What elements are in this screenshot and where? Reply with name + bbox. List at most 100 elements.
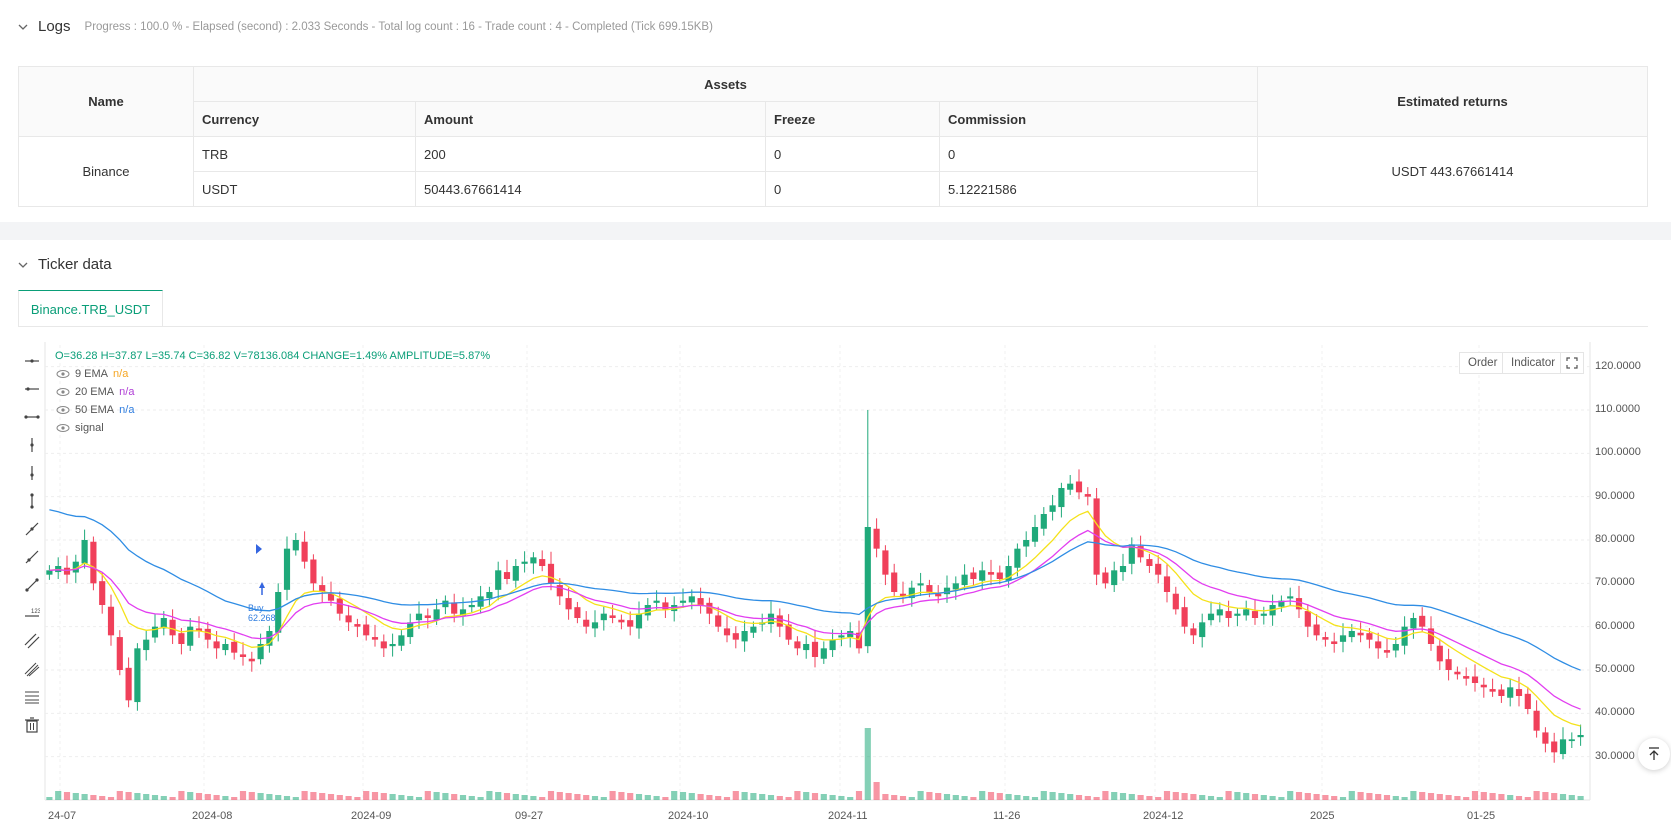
candle-body (1524, 693, 1531, 709)
volume-bar (1498, 794, 1505, 800)
volume-bar (327, 794, 335, 800)
col-freeze: Freeze (765, 101, 940, 137)
candle-body (1023, 540, 1030, 547)
volume-bar (609, 791, 616, 800)
volume-bar (1542, 792, 1549, 800)
volume-bar (1524, 797, 1531, 800)
volume-bar (354, 797, 361, 800)
vertical-line-icon[interactable] (22, 434, 42, 456)
volume-bar (600, 797, 607, 800)
volume-bar (653, 796, 660, 800)
volume-bar (847, 797, 854, 800)
eye-icon[interactable] (56, 405, 70, 415)
candle-body (1005, 566, 1012, 581)
candle-body (1383, 650, 1391, 653)
arrow-up-icon (1649, 747, 1659, 760)
volume-bar (204, 794, 211, 800)
parallel-channel-icon[interactable] (22, 630, 42, 652)
volume-bar (407, 796, 414, 800)
trash-icon[interactable] (22, 714, 42, 736)
col-estimated-returns: Estimated returns (1257, 66, 1648, 137)
scroll-top-button[interactable] (1638, 738, 1670, 770)
legend-20-ema[interactable]: 20 EMA n/a (56, 386, 134, 398)
candle-body (1480, 684, 1487, 688)
horizontal-line-icon[interactable] (22, 350, 42, 372)
volume-bar (433, 792, 440, 800)
legend-50-ema[interactable]: 50 EMA n/a (56, 404, 134, 416)
tab-binance-trb-usdt[interactable]: Binance.TRB_USDT (18, 290, 163, 327)
volume-bar (195, 793, 203, 800)
trend-line-icon[interactable] (22, 518, 42, 540)
legend-label: 20 EMA (75, 386, 115, 398)
candle-body (459, 609, 467, 616)
eye-icon[interactable] (56, 387, 70, 397)
cell-amount: 50443.67661414 (415, 171, 766, 207)
volume-bar (1515, 796, 1523, 800)
volume-bar (574, 794, 581, 800)
signal-flag (256, 544, 262, 554)
order-button[interactable]: Order (1459, 352, 1507, 374)
volume-bar (803, 792, 810, 800)
volume-bar (899, 796, 907, 800)
volume-bar (239, 791, 247, 800)
candle-body (1269, 605, 1276, 616)
eye-icon[interactable] (56, 369, 70, 379)
chevron-down-icon[interactable] (18, 260, 28, 270)
volume-bar (213, 795, 220, 800)
legend-label: 9 EMA (75, 368, 109, 380)
fibonacci-icon[interactable] (22, 686, 42, 708)
candle-body (1313, 624, 1320, 636)
ticker-title: Ticker data (38, 256, 112, 273)
eye-icon[interactable] (56, 423, 70, 433)
volume-bar (90, 795, 97, 800)
candle-body (134, 648, 141, 703)
volume-bar (1225, 791, 1232, 800)
candle-body (477, 596, 484, 607)
vertical-segment-icon[interactable] (22, 490, 42, 512)
logs-header[interactable]: Logs Progress : 100.0 % - Elapsed (secon… (18, 18, 713, 35)
volume-bar (1269, 796, 1276, 800)
volume-bar (952, 795, 959, 800)
candle-body (116, 637, 123, 670)
vertical-ray-icon[interactable] (22, 462, 42, 484)
price-range-icon[interactable]: 123 (22, 602, 42, 624)
horizontal-segment-icon[interactable] (22, 406, 42, 428)
candle-body (503, 572, 511, 579)
horizontal-ray-icon[interactable] (22, 378, 42, 400)
pitchfork-icon[interactable] (22, 658, 42, 680)
candle-body (1014, 548, 1021, 568)
volume-bar (442, 793, 449, 800)
candle-body (741, 631, 748, 642)
volume-bar (503, 793, 511, 800)
candle-body (213, 641, 220, 649)
volume-bar (345, 796, 352, 800)
candle-body (723, 628, 731, 636)
indicator-button[interactable]: Indicator (1502, 352, 1565, 374)
y-tick-label: 80.0000 (1595, 533, 1635, 545)
trend-ray-icon[interactable] (22, 546, 42, 568)
candle-body (891, 572, 898, 592)
candle-body (935, 593, 942, 597)
fullscreen-button[interactable] (1560, 352, 1584, 374)
volume-bar (565, 793, 572, 800)
trend-segment-icon[interactable] (22, 574, 42, 596)
volume-bar (1375, 794, 1382, 800)
legend-9-ema[interactable]: 9 EMA n/a (56, 368, 128, 380)
candle-body (785, 624, 792, 640)
candle-body (1190, 628, 1197, 636)
candle-body (1366, 633, 1373, 640)
candle-body (107, 606, 115, 636)
ticker-header[interactable]: Ticker data (18, 256, 112, 273)
x-tick-label: 09-27 (515, 810, 544, 822)
legend-signal[interactable]: signal (56, 422, 104, 434)
candle-body (556, 585, 563, 597)
candle-body (671, 605, 678, 612)
candle-body (1111, 570, 1118, 586)
candle-body (521, 561, 528, 564)
volume-bar (1454, 796, 1461, 800)
candle-body (565, 598, 572, 610)
candle-body (468, 605, 475, 608)
candle-body (1533, 710, 1540, 731)
chevron-down-icon[interactable] (18, 22, 28, 32)
candle-body (943, 587, 951, 595)
